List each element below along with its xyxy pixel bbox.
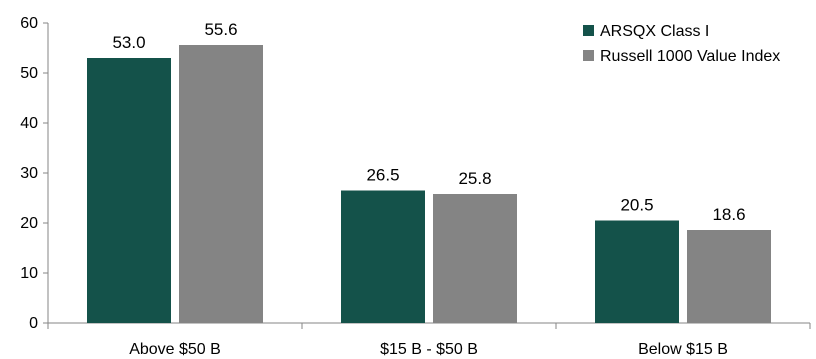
data-label: 26.5 [366, 166, 399, 185]
bar [595, 220, 679, 323]
x-tick-label: Below $15 B [638, 341, 728, 358]
bar [87, 58, 171, 323]
y-tick-label: 40 [20, 115, 38, 132]
y-tick-label: 0 [29, 315, 38, 332]
x-tick-label: $15 B - $50 B [380, 341, 478, 358]
legend-label: Russell 1000 Value Index [600, 48, 780, 65]
bars [87, 45, 771, 323]
bar [687, 230, 771, 323]
data-labels: 53.0 55.6 26.5 25.8 20.5 18.6 [112, 20, 745, 224]
legend-swatch [583, 25, 594, 36]
y-tick-label: 50 [20, 65, 38, 82]
y-axis: 0 10 20 30 40 50 60 [20, 15, 49, 332]
y-tick-label: 30 [20, 165, 38, 182]
bar [433, 194, 517, 323]
x-axis: Above $50 B $15 B - $50 B Below $15 B [47, 322, 811, 358]
legend-label: ARSQX Class I [600, 23, 709, 40]
bar [179, 45, 263, 323]
data-label: 25.8 [458, 169, 491, 188]
x-tick-label: Above $50 B [129, 341, 221, 358]
y-tick-label: 20 [20, 215, 38, 232]
legend-swatch [583, 50, 594, 61]
y-tick-label: 60 [20, 15, 38, 32]
data-label: 53.0 [112, 33, 145, 52]
data-label: 18.6 [712, 205, 745, 224]
data-label: 20.5 [620, 196, 653, 215]
data-label: 55.6 [204, 20, 237, 39]
y-tick-label: 10 [20, 265, 38, 282]
bar [341, 190, 425, 323]
legend: ARSQX Class I Russell 1000 Value Index [583, 23, 780, 65]
